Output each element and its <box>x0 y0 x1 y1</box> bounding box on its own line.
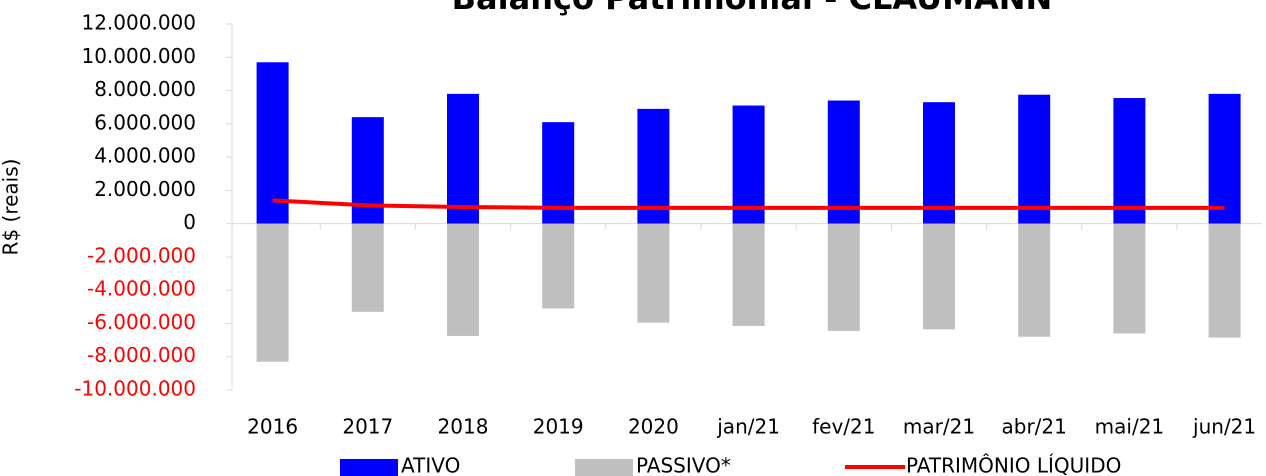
bar <box>827 100 860 224</box>
y-tick-label: -2.000.000 <box>87 243 196 267</box>
x-tick-label: fev/21 <box>812 415 875 439</box>
y-axis-label: R$ (reais) <box>0 159 23 256</box>
bar <box>256 62 289 224</box>
line <box>272 198 1225 210</box>
y-tick-label: 12.000.000 <box>81 11 196 35</box>
bar <box>256 223 289 362</box>
bar <box>1113 223 1146 334</box>
chart-title: Balanço Patrimonial - CLAUMANN <box>452 0 1053 17</box>
y-tick-label: -4.000.000 <box>87 277 196 301</box>
legend-swatch <box>575 459 633 476</box>
x-tick-label: mar/21 <box>903 415 975 439</box>
y-tick-label: 4.000.000 <box>94 144 196 168</box>
bar <box>1018 94 1051 224</box>
bar <box>732 105 765 224</box>
legend-label: PASSIVO* <box>636 454 731 476</box>
x-tick-label: 2020 <box>628 415 679 439</box>
x-tick-label: 2017 <box>342 415 393 439</box>
bar <box>1113 98 1146 224</box>
x-tick-label: mai/21 <box>1095 415 1164 439</box>
x-tick-label: 2019 <box>533 415 584 439</box>
x-tick-label: 2018 <box>438 415 489 439</box>
legend-label: ATIVO <box>401 454 460 476</box>
bar <box>447 93 479 224</box>
y-tick-label: -8.000.000 <box>87 343 196 367</box>
x-tick-label: 2016 <box>247 415 298 439</box>
bar <box>447 223 479 336</box>
legend-label: PATRIMÔNIO LÍQUIDO <box>906 454 1121 476</box>
x-tick-label: jan/21 <box>716 415 780 439</box>
y-tick-label: -6.000.000 <box>87 310 196 334</box>
y-tick-label: 6.000.000 <box>94 110 196 134</box>
x-tick-label: abr/21 <box>1002 415 1067 439</box>
x-tick-label: jun/21 <box>1192 415 1256 439</box>
bar <box>542 223 575 309</box>
bar <box>1208 223 1241 338</box>
bar <box>351 117 384 224</box>
y-tick-label: -10.000.000 <box>74 377 196 401</box>
y-tick-label: 0 <box>183 210 196 234</box>
y-tick-label: 10.000.000 <box>81 44 196 68</box>
y-tick-label: 2.000.000 <box>94 177 196 201</box>
bar <box>637 223 670 323</box>
bar <box>732 223 765 326</box>
legend-swatch <box>340 459 398 476</box>
bar <box>923 102 955 224</box>
bar <box>351 223 384 312</box>
bar <box>923 223 955 330</box>
bar <box>1208 93 1241 224</box>
bar <box>1018 223 1051 337</box>
bar <box>637 108 670 224</box>
bar <box>827 223 860 331</box>
y-tick-label: 8.000.000 <box>94 77 196 101</box>
